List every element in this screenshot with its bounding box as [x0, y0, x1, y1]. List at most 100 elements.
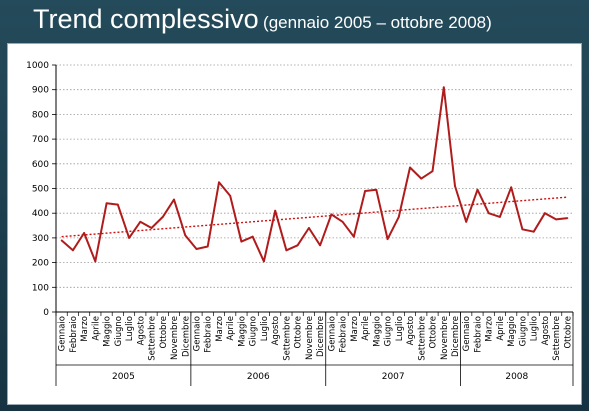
data-point: [476, 188, 479, 191]
data-point: [386, 238, 389, 241]
data-point: [218, 181, 220, 184]
x-tick-label: Novembre: [440, 316, 450, 360]
data-point: [499, 216, 501, 218]
x-tick-label: Gennaio: [462, 316, 472, 351]
y-tick-label: 500: [32, 185, 49, 195]
y-tick-label: 400: [32, 209, 49, 219]
x-tick-label: Ottobre: [294, 316, 304, 349]
data-point: [532, 230, 535, 233]
data-point: [184, 234, 187, 237]
data-point: [128, 237, 130, 239]
data-point: [150, 227, 153, 229]
data-point: [83, 232, 85, 234]
x-tick-label: Maggio: [103, 316, 113, 347]
x-tick-label: Maggio: [237, 316, 247, 347]
data-point: [307, 227, 310, 229]
year-label: 2007: [382, 372, 405, 382]
data-point: [442, 86, 445, 89]
slide-title: Trend complessivo (gennaio 2005 – ottobr…: [33, 4, 492, 35]
data-point: [352, 235, 355, 238]
x-tick-label: Agosto: [136, 316, 146, 345]
data-point: [206, 245, 209, 248]
data-point: [454, 185, 456, 187]
data-point: [285, 249, 288, 252]
x-tick-label: Agosto: [541, 316, 551, 345]
y-tick-label: 700: [32, 135, 49, 145]
data-point: [431, 170, 434, 173]
data-point: [409, 166, 411, 169]
year-label: 2006: [247, 372, 270, 382]
x-tick-label: Settembre: [148, 316, 158, 361]
x-tick-label: Gennaio: [58, 316, 68, 351]
data-point: [397, 216, 400, 218]
data-point: [375, 188, 378, 191]
x-tick-label: Luglio: [395, 316, 405, 341]
x-tick-label: Maggio: [507, 316, 517, 347]
y-tick-label: 0: [43, 308, 49, 318]
x-tick-label: Aprile: [496, 316, 506, 341]
x-tick-label: Giugno: [114, 316, 124, 346]
data-point: [161, 216, 164, 218]
x-tick-label: Agosto: [406, 316, 416, 345]
series-line: [60, 86, 568, 263]
data-point: [240, 240, 243, 243]
x-tick-label: Aprile: [91, 316, 101, 341]
data-point: [544, 212, 546, 215]
data-point: [521, 228, 524, 231]
title-subtitle: (gennaio 2005 – ottobre 2008): [263, 13, 492, 32]
x-tick-label: Luglio: [260, 316, 270, 341]
chart-panel: 0 100 200 300 400 500 600 700 800 900 1000 Gennaio F…: [7, 43, 582, 405]
data-point: [465, 220, 468, 223]
data-point: [341, 220, 344, 223]
data-point: [71, 249, 74, 252]
x-tick-label: Luglio: [530, 316, 540, 341]
data-point: [487, 212, 490, 215]
x-tick-label: Settembre: [552, 316, 562, 361]
x-tick-label: Marzo: [215, 316, 225, 342]
x-tick-label: Ottobre: [563, 316, 573, 349]
x-tick-label: Marzo: [485, 316, 495, 342]
x-tick-label: Febbraio: [339, 316, 349, 353]
data-point: [116, 203, 119, 206]
data-point: [263, 260, 265, 263]
data-point: [296, 244, 299, 247]
data-point: [566, 217, 569, 220]
data-point: [251, 235, 254, 238]
y-tick-label: 200: [32, 259, 49, 269]
data-point: [195, 248, 198, 250]
x-tick-label: Marzo: [350, 316, 360, 342]
x-tick-label: Ottobre: [429, 316, 439, 349]
x-tick-label: Marzo: [80, 316, 90, 342]
data-point: [510, 186, 513, 189]
data-point: [60, 239, 63, 242]
x-tick-label: Aprile: [361, 316, 371, 341]
x-tick-label: Febbraio: [204, 316, 214, 353]
data-point: [364, 190, 366, 192]
data-point: [94, 260, 97, 263]
x-tick-label: Giugno: [249, 316, 259, 346]
x-tick-label: Dicembre: [181, 316, 191, 357]
x-tick-label: Ottobre: [159, 316, 169, 349]
x-tick-label: Giugno: [384, 316, 394, 346]
y-tick-label: 600: [32, 160, 49, 170]
x-tick-label: Novembre: [305, 316, 315, 360]
data-point: [319, 244, 322, 247]
y-tick-label: 1000: [26, 61, 49, 71]
x-tick-label: Settembre: [417, 316, 427, 361]
x-tick-label: Settembre: [282, 316, 292, 361]
x-tick-label: Novembre: [170, 316, 180, 360]
data-point: [420, 177, 423, 180]
data-point: [105, 202, 108, 205]
title-main: Trend complessivo: [33, 4, 259, 34]
data-point: [555, 218, 558, 221]
data-point: [173, 198, 175, 201]
x-tick-label: Dicembre: [451, 316, 461, 357]
trendline: [61, 196, 568, 238]
x-tick-label: Aprile: [226, 316, 236, 341]
data-point: [274, 209, 277, 212]
data-point: [330, 213, 333, 216]
x-tick-label: Febbraio: [69, 316, 79, 353]
y-tick-label: 100: [32, 283, 49, 293]
data-point: [229, 195, 232, 197]
